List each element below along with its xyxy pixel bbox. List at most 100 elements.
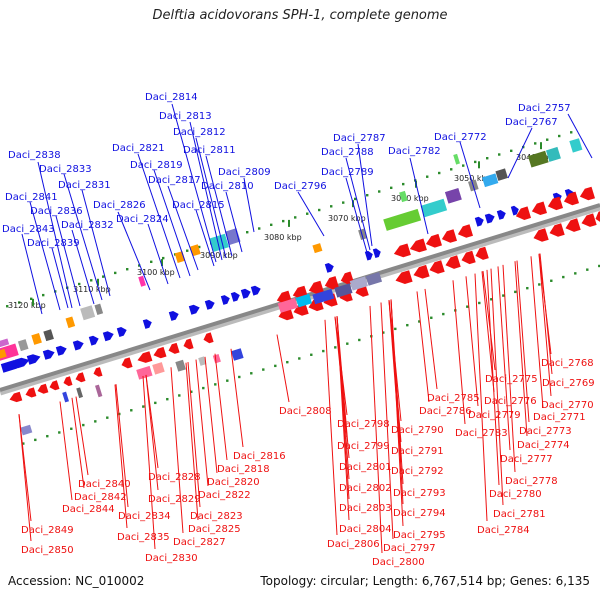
reverse-gene-arrow[interactable] (515, 206, 531, 220)
homology-box[interactable] (312, 288, 335, 305)
gene-label-top[interactable]: Daci_2819 (130, 160, 183, 171)
gene-label-bottom[interactable]: Daci_2804 (339, 524, 392, 535)
forward-gene-arrow[interactable] (484, 213, 495, 224)
homology-box[interactable] (152, 362, 165, 375)
forward-gene-arrow[interactable] (496, 210, 506, 220)
gene-features[interactable] (0, 138, 600, 436)
gene-label-bottom[interactable]: Daci_2800 (372, 557, 425, 568)
gene-label-bottom[interactable]: Daci_2808 (279, 406, 332, 417)
gene-label-bottom[interactable]: Daci_2774 (517, 440, 570, 451)
reverse-gene-arrow[interactable] (93, 367, 103, 377)
gene-label-bottom[interactable]: Daci_2825 (188, 524, 241, 535)
reverse-gene-arrow[interactable] (153, 346, 167, 359)
reverse-gene-arrow[interactable] (75, 372, 86, 383)
gene-label-bottom[interactable]: Daci_2773 (519, 426, 572, 437)
homology-box[interactable] (312, 243, 323, 254)
homology-box[interactable] (482, 173, 499, 188)
reverse-gene-arrow[interactable] (441, 229, 457, 243)
homology-box[interactable] (31, 332, 42, 345)
homology-box[interactable] (545, 146, 561, 162)
homology-box[interactable] (527, 150, 549, 168)
reverse-gene-arrow[interactable] (203, 332, 214, 344)
reverse-gene-arrow[interactable] (445, 255, 461, 269)
forward-gene-arrow[interactable] (26, 354, 41, 365)
homology-box[interactable] (569, 138, 583, 153)
gene-label-top[interactable]: Daci_2821 (112, 143, 165, 154)
gene-label-bottom[interactable]: Daci_2771 (533, 412, 586, 423)
homology-box[interactable] (65, 316, 76, 329)
gene-label-top[interactable]: Daci_2838 (8, 150, 61, 161)
gene-label-bottom[interactable]: Daci_2784 (477, 525, 530, 536)
gene-label-top[interactable]: Daci_2832 (61, 220, 114, 231)
gene-label-bottom[interactable]: Daci_2801 (339, 462, 392, 473)
gene-label-top[interactable]: Daci_2815 (172, 200, 225, 211)
gene-label-bottom[interactable]: Daci_2794 (393, 508, 446, 519)
gene-label-bottom[interactable]: Daci_2818 (217, 464, 270, 475)
gene-label-top[interactable]: Daci_2811 (183, 145, 236, 156)
reverse-gene-arrow[interactable] (461, 250, 476, 265)
gene-label-top[interactable]: Daci_2789 (321, 167, 374, 178)
forward-gene-arrow[interactable] (42, 349, 55, 360)
gene-label-top[interactable]: Daci_2787 (333, 133, 386, 144)
gene-label-bottom[interactable]: Daci_2779 (468, 410, 521, 421)
gene-label-top[interactable]: Daci_2796 (274, 181, 327, 192)
reverse-gene-arrow[interactable] (37, 383, 49, 394)
gene-label-top[interactable]: Daci_2826 (93, 200, 146, 211)
homology-box[interactable] (94, 303, 104, 315)
reverse-gene-arrow[interactable] (25, 387, 37, 398)
forward-gene-arrow[interactable] (88, 335, 99, 346)
gene-label-bottom[interactable]: Daci_2770 (541, 400, 594, 411)
gene-label-bottom[interactable]: Daci_2806 (327, 539, 380, 550)
gene-label-bottom[interactable]: Daci_2781 (493, 509, 546, 520)
reverse-gene-arrow[interactable] (9, 391, 23, 403)
forward-gene-arrow[interactable] (14, 357, 30, 369)
reverse-gene-arrow[interactable] (137, 351, 153, 363)
homology-box[interactable] (43, 329, 54, 342)
gene-label-bottom[interactable]: Daci_2849 (21, 525, 74, 536)
forward-gene-arrow[interactable] (102, 331, 114, 342)
forward-gene-arrow[interactable] (240, 288, 251, 299)
gene-label-top[interactable]: Daci_2839 (27, 238, 80, 249)
homology-box[interactable] (212, 354, 221, 364)
gene-label-top[interactable]: Daci_2836 (30, 206, 83, 217)
homology-box[interactable] (62, 391, 69, 403)
gene-label-bottom[interactable]: Daci_2775 (485, 374, 538, 385)
gene-label-bottom[interactable]: Daci_2778 (505, 476, 558, 487)
reverse-gene-arrow[interactable] (121, 357, 133, 369)
gene-label-top[interactable]: Daci_2809 (218, 167, 271, 178)
gene-labels[interactable]: Daci_2757Daci_2767Daci_2772Daci_2782Daci… (2, 92, 595, 568)
homology-box[interactable] (175, 359, 186, 372)
reverse-gene-arrow[interactable] (581, 213, 597, 227)
gene-label-bottom[interactable]: Daci_2828 (148, 472, 201, 483)
gene-label-bottom[interactable]: Daci_2816 (233, 451, 286, 462)
reverse-gene-arrow[interactable] (324, 276, 339, 290)
gene-label-bottom[interactable]: Daci_2791 (391, 446, 444, 457)
reverse-gene-arrow[interactable] (395, 270, 413, 284)
reverse-gene-arrow[interactable] (413, 264, 430, 279)
gene-label-bottom[interactable]: Daci_2830 (145, 553, 198, 564)
forward-gene-arrow[interactable] (116, 327, 127, 337)
gene-label-bottom[interactable]: Daci_2785 (427, 393, 480, 404)
gene-label-bottom[interactable]: Daci_2777 (500, 454, 553, 465)
gene-label-bottom[interactable]: Daci_2827 (173, 537, 226, 548)
gene-label-bottom[interactable]: Daci_2780 (489, 489, 542, 500)
gene-label-bottom[interactable]: Daci_2790 (391, 425, 444, 436)
homology-box[interactable] (76, 387, 83, 399)
gene-label-top[interactable]: Daci_2757 (518, 103, 571, 114)
gene-label-bottom[interactable]: Daci_2792 (391, 466, 444, 477)
gene-label-bottom[interactable]: Daci_2844 (62, 504, 115, 515)
homology-box[interactable] (231, 348, 244, 361)
reverse-gene-arrow[interactable] (168, 342, 180, 354)
homology-box[interactable] (190, 244, 201, 257)
homology-box[interactable] (383, 208, 422, 231)
homology-box[interactable] (495, 168, 508, 181)
gene-label-bottom[interactable]: Daci_2822 (198, 490, 251, 501)
homology-box[interactable] (80, 305, 96, 321)
homology-box[interactable] (277, 298, 298, 313)
homology-box[interactable] (136, 365, 153, 380)
gene-label-bottom[interactable]: Daci_2797 (383, 543, 436, 554)
gene-label-bottom[interactable]: Daci_2820 (207, 477, 260, 488)
reverse-gene-arrow[interactable] (63, 376, 73, 387)
homology-box[interactable] (453, 153, 460, 165)
